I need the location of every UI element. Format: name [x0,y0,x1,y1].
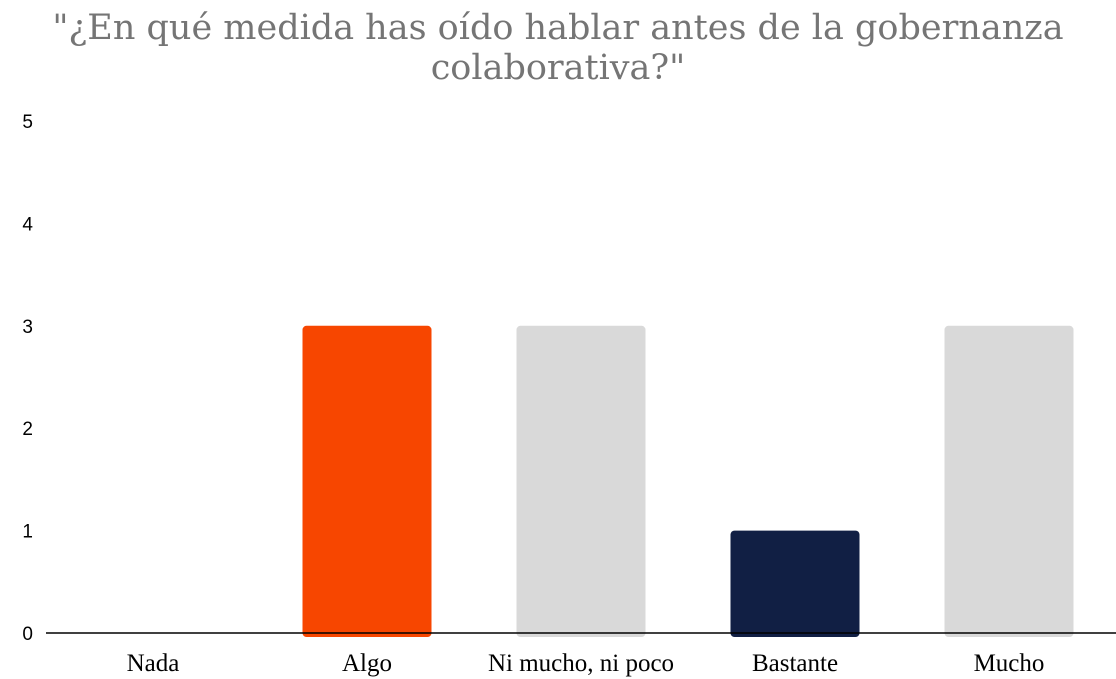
y-tick-label: 5 [22,112,33,133]
y-tick-label: 0 [22,624,33,645]
x-tick-label: Ni mucho, ni poco [488,650,674,677]
bar [516,325,646,637]
x-tick-label: Nada [127,650,180,677]
y-tick-label: 1 [22,522,33,543]
y-tick-label: 4 [22,214,33,235]
bars [302,325,1074,637]
y-tick-label: 3 [22,317,33,338]
x-tick-label: Algo [342,650,392,677]
chart-title-line-1: "¿En qué medida has oído hablar antes de… [52,8,1063,48]
bar [944,325,1074,637]
x-tick-label: Bastante [752,650,838,677]
x-tick-label: Mucho [974,650,1045,677]
bar [302,325,432,637]
y-tick-label: 2 [22,419,33,440]
chart-title: "¿En qué medida has oído hablar antes de… [52,8,1063,88]
x-axis-ticks: Nada Algo Ni mucho, ni poco Bastante Mucho [127,650,1045,677]
chart-title-line-2: colaborativa?" [431,48,686,88]
y-axis-ticks: 0 1 2 3 4 5 [22,112,33,645]
bar [730,530,860,637]
